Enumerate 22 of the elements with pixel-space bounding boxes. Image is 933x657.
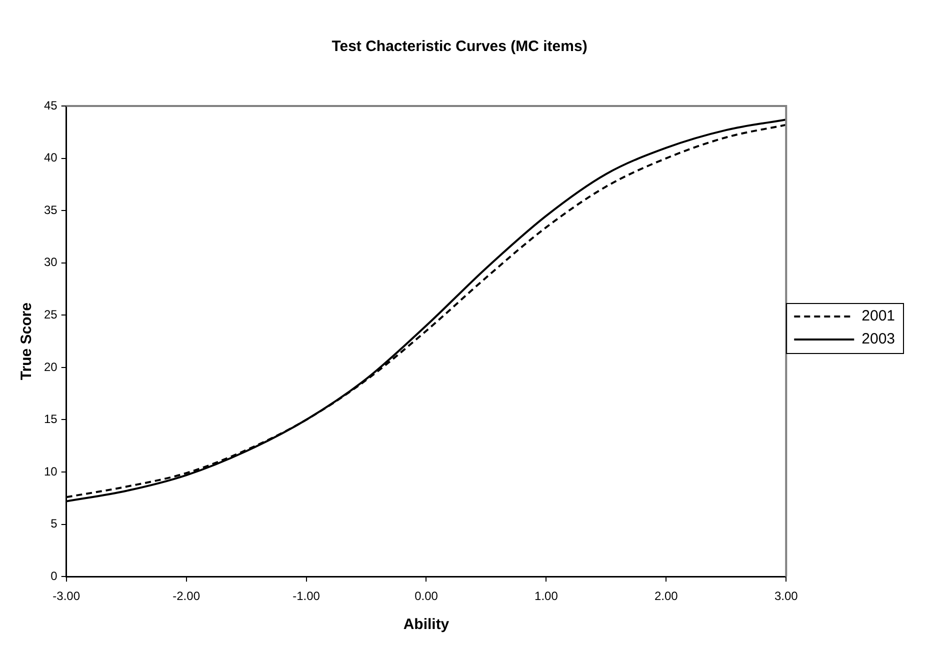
y-tick-label: 0	[50, 568, 58, 583]
x-tick-label: 3.00	[774, 589, 798, 604]
y-tick-label: 35	[44, 202, 58, 217]
legend-label: 2003	[862, 330, 896, 348]
y-tick-label: 25	[44, 307, 58, 322]
chart-title: Test Chacteristic Curves (MC items)	[332, 38, 588, 56]
x-tick-label: -3.00	[52, 589, 80, 604]
y-tick-label: 30	[44, 255, 58, 270]
y-tick-label: 15	[44, 412, 58, 426]
y-tick-label: 40	[44, 150, 58, 165]
y-tick-label: 10	[44, 464, 58, 478]
y-axis-title: True Score	[18, 302, 36, 380]
x-tick-label: 0.00	[414, 589, 438, 604]
x-tick-label: -2.00	[172, 589, 200, 604]
x-axis-title: Ability	[403, 616, 450, 634]
y-tick-label: 45	[44, 98, 58, 112]
x-tick-label: 1.00	[534, 589, 558, 604]
x-tick-label: -1.00	[292, 589, 320, 604]
y-tick-label: 20	[44, 360, 58, 374]
y-tick-label: 5	[50, 516, 58, 531]
legend-label: 2001	[862, 308, 896, 325]
x-tick-label: 2.00	[654, 589, 678, 604]
